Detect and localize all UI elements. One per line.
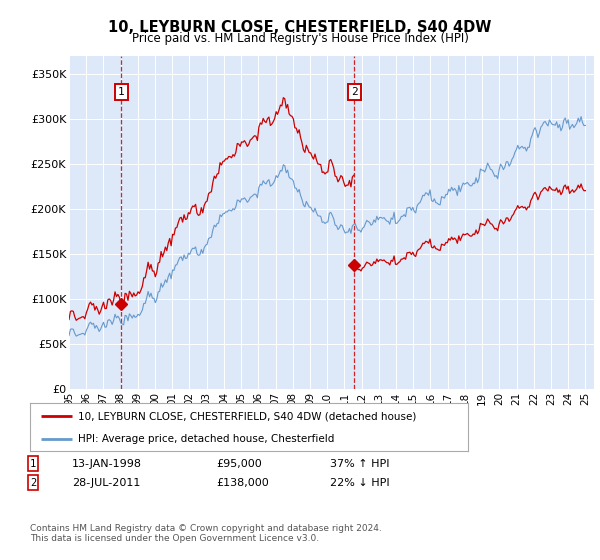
Text: 1: 1 bbox=[30, 459, 36, 469]
Text: 10, LEYBURN CLOSE, CHESTERFIELD, S40 4DW (detached house): 10, LEYBURN CLOSE, CHESTERFIELD, S40 4DW… bbox=[78, 411, 416, 421]
Text: £138,000: £138,000 bbox=[216, 478, 269, 488]
Text: 13-JAN-1998: 13-JAN-1998 bbox=[72, 459, 142, 469]
Text: £95,000: £95,000 bbox=[216, 459, 262, 469]
Text: 2: 2 bbox=[351, 87, 358, 97]
Text: 2: 2 bbox=[30, 478, 36, 488]
Text: 37% ↑ HPI: 37% ↑ HPI bbox=[330, 459, 389, 469]
Text: 10, LEYBURN CLOSE, CHESTERFIELD, S40 4DW: 10, LEYBURN CLOSE, CHESTERFIELD, S40 4DW bbox=[109, 20, 491, 35]
Text: 28-JUL-2011: 28-JUL-2011 bbox=[72, 478, 140, 488]
Text: 1: 1 bbox=[118, 87, 125, 97]
Text: HPI: Average price, detached house, Chesterfield: HPI: Average price, detached house, Ches… bbox=[78, 434, 335, 444]
Text: Price paid vs. HM Land Registry's House Price Index (HPI): Price paid vs. HM Land Registry's House … bbox=[131, 32, 469, 45]
Text: 22% ↓ HPI: 22% ↓ HPI bbox=[330, 478, 389, 488]
Text: Contains HM Land Registry data © Crown copyright and database right 2024.
This d: Contains HM Land Registry data © Crown c… bbox=[30, 524, 382, 543]
